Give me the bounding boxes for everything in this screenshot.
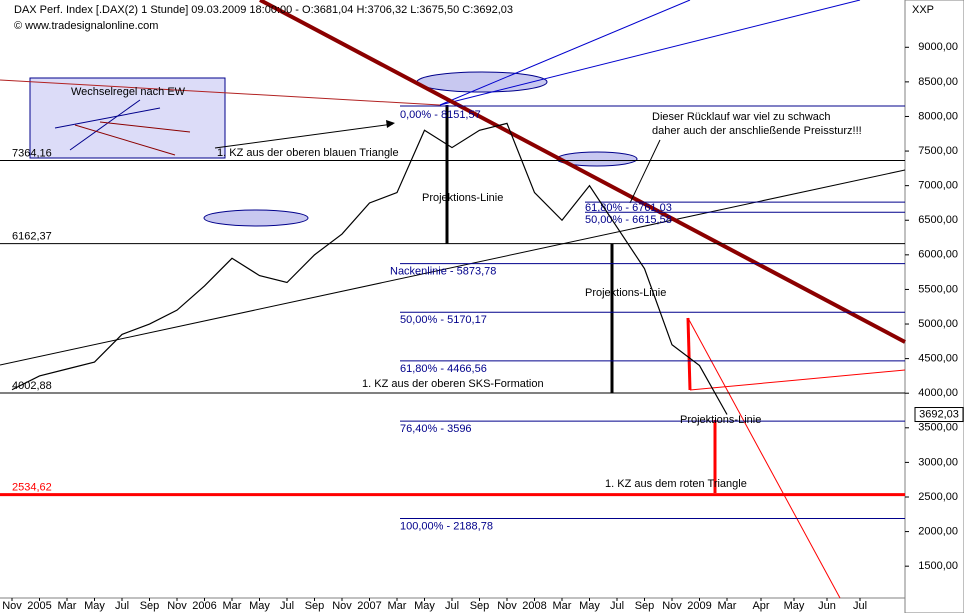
trend-line [687, 317, 841, 599]
x-tick-label: Sep [140, 600, 160, 612]
annotation: Projektions-Linie [585, 287, 666, 299]
trend-line [439, 0, 861, 106]
x-tick-label: May [249, 600, 270, 612]
level-label: 6162,37 [12, 231, 52, 243]
x-tick-label: May [414, 600, 435, 612]
y-tick-label: 8500,00 [918, 76, 958, 88]
y-tick-label: 5500,00 [918, 283, 958, 295]
level-label: 2534,62 [12, 481, 52, 493]
x-tick-label: 2005 [27, 600, 51, 612]
price-line [11, 122, 728, 415]
last-price-label: 3692,03 [919, 408, 959, 420]
x-tick-label: 2009 [687, 600, 711, 612]
header-title: DAX Perf. Index [.DAX(2) 1 Stunde] 09.03… [14, 4, 513, 16]
x-tick-label: Jul [853, 600, 867, 612]
level-label: 50,00% - 6615,58 [585, 214, 672, 226]
x-tick-label: Jul [280, 600, 294, 612]
annotation: Projektions-Linie [422, 192, 503, 204]
y-axis-panel [904, 0, 964, 613]
sketch-line [69, 99, 141, 151]
trend-line [0, 79, 441, 106]
x-tick-label: Mar [223, 600, 242, 612]
arrow [629, 139, 661, 204]
x-tick-label: 2006 [192, 600, 216, 612]
x-tick-label: Mar [58, 600, 77, 612]
x-tick-label: 2007 [357, 600, 381, 612]
x-tick-label: Nov [167, 600, 187, 612]
x-tick-label: Jul [610, 600, 624, 612]
level-label: 4002,88 [12, 380, 52, 392]
y-tick-label: 8000,00 [918, 110, 958, 122]
level-label: 100,00% - 2188,78 [400, 520, 493, 532]
y-tick-label: 9000,00 [918, 41, 958, 53]
annotation: Projektions-Linie [680, 414, 761, 426]
x-tick-label: Mar [718, 600, 737, 612]
y-tick-label: 2500,00 [918, 491, 958, 503]
x-tick-label: Nov [2, 600, 22, 612]
level-label: Nackenlinie - 5873,78 [390, 265, 496, 277]
x-tick-label: Nov [332, 600, 352, 612]
x-tick-label: Sep [305, 600, 325, 612]
ellipse [416, 71, 548, 93]
y-tick-label: 5000,00 [918, 318, 958, 330]
annotation: 1. KZ aus dem roten Triangle [605, 478, 747, 490]
x-tick-label: Mar [388, 600, 407, 612]
x-tick-label: Nov [662, 600, 682, 612]
x-tick-label: Mar [553, 600, 572, 612]
y-tick-label: 3500,00 [918, 422, 958, 434]
x-tick-label: May [579, 600, 600, 612]
level-label: 61,80% - 4466,56 [400, 363, 487, 375]
arrow [214, 123, 394, 149]
annotation: 1. KZ aus der oberen SKS-Formation [362, 378, 544, 390]
level-label: 76,40% - 3596 [400, 423, 472, 435]
x-tick-label: Jul [115, 600, 129, 612]
level-label: 7364,16 [12, 147, 52, 159]
arrow-head [386, 120, 395, 128]
trend-line [689, 369, 906, 391]
x-tick-label: May [784, 600, 805, 612]
y-tick-label: 7000,00 [918, 180, 958, 192]
trend-line [259, 0, 906, 344]
y-tick-label: 4500,00 [918, 353, 958, 365]
y-tick-label: 7500,00 [918, 145, 958, 157]
last-price-box [914, 407, 964, 423]
x-tick-label: 2008 [522, 600, 546, 612]
sketch-line [54, 107, 161, 129]
sketch-line [74, 124, 176, 156]
x-tick-label: Sep [470, 600, 490, 612]
annotation: daher auch der anschließende Preissturz!… [652, 125, 862, 137]
y-tick-label: 6500,00 [918, 214, 958, 226]
corner-label: XXP [912, 4, 934, 16]
y-tick-label: 2000,00 [918, 525, 958, 537]
annotation: 1. KZ aus der oberen blauen Triangle [217, 147, 399, 159]
triangle-line [686, 317, 692, 391]
x-tick-label: Jun [818, 600, 836, 612]
ellipse [203, 209, 309, 227]
x-tick-label: Jul [445, 600, 459, 612]
annotation: Wechselregel nach EW [71, 86, 186, 98]
annotation: Dieser Rücklauf war viel zu schwach [652, 111, 831, 123]
x-tick-label: Apr [752, 600, 769, 612]
y-tick-label: 1500,00 [918, 560, 958, 572]
y-tick-label: 6000,00 [918, 249, 958, 261]
y-tick-label: 4000,00 [918, 387, 958, 399]
sketch-line [99, 121, 191, 133]
level-label: 0,00% - 8151,57 [400, 109, 481, 121]
x-tick-label: May [84, 600, 105, 612]
source: © www.tradesignalonline.com [14, 20, 158, 32]
level-label: 50,00% - 5170,17 [400, 314, 487, 326]
x-tick-label: Nov [497, 600, 517, 612]
x-tick-label: Sep [635, 600, 655, 612]
y-tick-label: 3000,00 [918, 456, 958, 468]
trend-line [439, 0, 691, 106]
